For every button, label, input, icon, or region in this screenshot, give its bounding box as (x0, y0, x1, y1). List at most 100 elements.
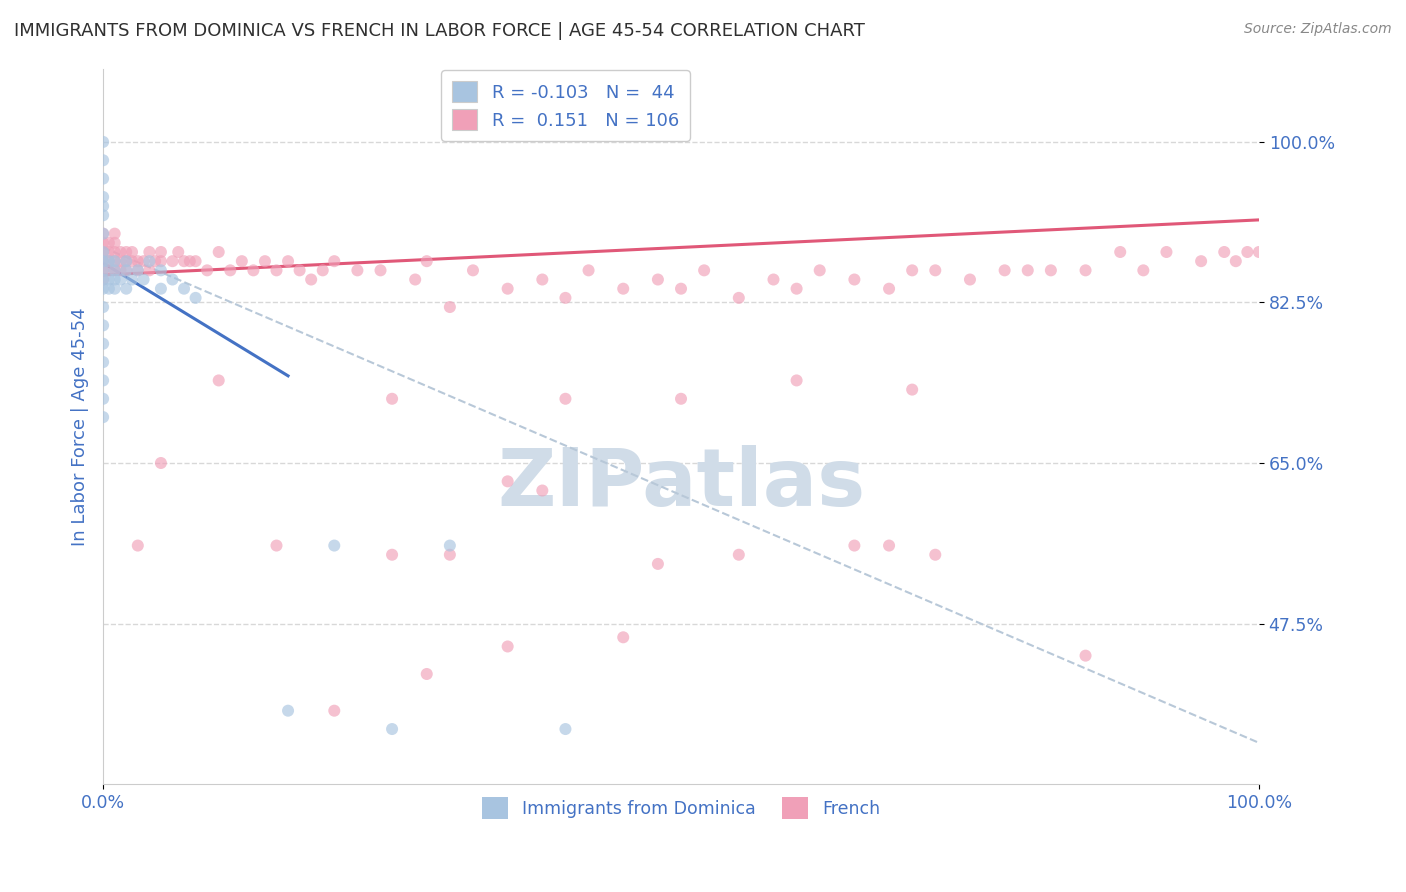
Point (496, 640, 519, 654)
Point (179, 254, 201, 268)
Point (97, 272, 120, 286)
Point (404, 272, 426, 286)
Point (91, 373, 114, 387)
Point (162, 272, 184, 286)
Point (91, 272, 114, 286)
Point (554, 392, 576, 406)
Point (121, 254, 143, 268)
Point (323, 254, 346, 268)
Point (97, 254, 120, 268)
Point (370, 263, 392, 277)
Point (554, 291, 576, 305)
Point (110, 245, 132, 260)
Point (97, 254, 120, 268)
Point (149, 254, 172, 268)
Point (901, 383, 924, 397)
Point (231, 254, 253, 268)
Point (115, 254, 138, 268)
Point (97, 235, 120, 250)
Point (381, 392, 404, 406)
Point (97, 245, 120, 260)
Point (104, 282, 127, 296)
Point (877, 282, 900, 296)
Point (647, 557, 669, 571)
Point (115, 254, 138, 268)
Point (381, 722, 404, 736)
Point (877, 539, 900, 553)
Point (844, 272, 866, 286)
Point (612, 630, 634, 644)
Text: ZIPatlas: ZIPatlas (496, 444, 865, 523)
Point (299, 272, 322, 286)
Text: Source: ZipAtlas.com: Source: ZipAtlas.com (1244, 22, 1392, 37)
Text: IMMIGRANTS FROM DOMINICA VS FRENCH IN LABOR FORCE | AGE 45-54 CORRELATION CHART: IMMIGRANTS FROM DOMINICA VS FRENCH IN LA… (14, 22, 865, 40)
Point (149, 263, 172, 277)
Point (132, 272, 155, 286)
Point (91, 245, 114, 260)
Point (104, 235, 127, 250)
Point (110, 254, 132, 268)
Point (91, 355, 114, 369)
Point (138, 263, 160, 277)
Point (91, 263, 114, 277)
Point (104, 254, 127, 268)
Point (994, 263, 1017, 277)
Point (669, 392, 692, 406)
Point (104, 254, 127, 268)
Point (1247, 245, 1270, 260)
Point (91, 410, 114, 425)
Legend: Immigrants from Dominica, French: Immigrants from Dominica, French (475, 790, 887, 825)
Point (143, 254, 166, 268)
Point (91, 245, 114, 260)
Point (91, 282, 114, 296)
Point (91, 336, 114, 351)
Point (323, 704, 346, 718)
Point (127, 263, 149, 277)
Point (121, 245, 143, 260)
Point (91, 208, 114, 222)
Point (844, 539, 866, 553)
Point (208, 245, 231, 260)
Point (727, 291, 749, 305)
Point (266, 263, 288, 277)
Point (1109, 245, 1132, 260)
Point (808, 263, 831, 277)
Point (132, 254, 155, 268)
Point (173, 282, 195, 296)
Point (121, 272, 143, 286)
Point (91, 318, 114, 333)
Point (208, 373, 231, 387)
Point (110, 272, 132, 286)
Point (219, 263, 242, 277)
Point (346, 263, 368, 277)
Point (91, 254, 114, 268)
Point (97, 282, 120, 296)
Point (149, 456, 172, 470)
Point (91, 254, 114, 268)
Point (554, 722, 576, 736)
Point (91, 227, 114, 241)
Point (727, 548, 749, 562)
Point (91, 199, 114, 213)
Point (1189, 254, 1212, 268)
Point (91, 272, 114, 286)
Point (127, 263, 149, 277)
Point (1156, 245, 1178, 260)
Point (91, 235, 114, 250)
Point (924, 548, 946, 562)
Point (104, 263, 127, 277)
Point (693, 263, 716, 277)
Point (115, 263, 138, 277)
Point (531, 483, 554, 498)
Point (1039, 263, 1062, 277)
Point (288, 263, 311, 277)
Point (104, 245, 127, 260)
Point (195, 263, 218, 277)
Point (91, 300, 114, 314)
Point (578, 263, 600, 277)
Point (277, 704, 299, 718)
Y-axis label: In Labor Force | Age 45-54: In Labor Force | Age 45-54 (72, 307, 89, 546)
Point (312, 263, 335, 277)
Point (439, 548, 461, 562)
Point (138, 254, 160, 268)
